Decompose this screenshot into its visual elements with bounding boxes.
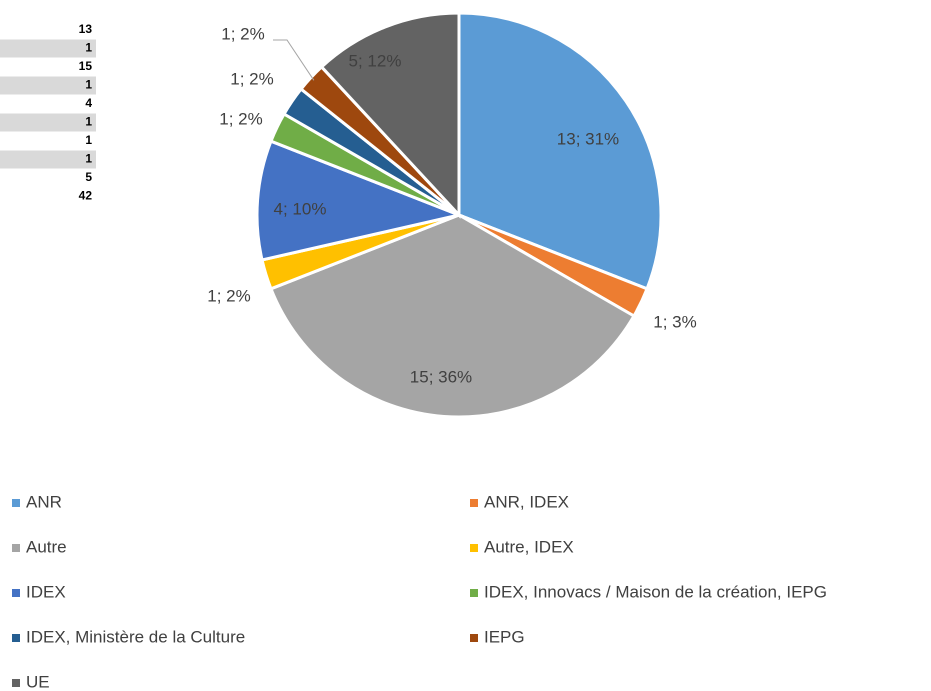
data-label: 4; 10%	[274, 199, 327, 218]
table-value: 1	[85, 115, 92, 129]
legend-swatch	[12, 499, 20, 507]
data-label: 1; 2%	[207, 286, 250, 305]
data-label: 15; 36%	[410, 367, 472, 386]
table-value: 5	[85, 170, 92, 184]
table-value: 13	[79, 22, 93, 36]
table-band	[0, 76, 96, 95]
legend-label: Autre, IDEX	[484, 537, 574, 556]
pie-slice	[319, 11, 461, 219]
pie-slice	[457, 11, 663, 291]
table-band	[0, 150, 96, 169]
legend-swatch	[12, 679, 20, 687]
table-value: 1	[85, 41, 92, 55]
legend-swatch	[470, 544, 478, 552]
legend-swatch	[470, 589, 478, 597]
legend-label: UE	[26, 672, 50, 691]
legend-swatch	[12, 634, 20, 642]
data-label: 5; 12%	[349, 51, 402, 70]
data-label: 1; 2%	[230, 69, 273, 88]
table-value: 1	[85, 152, 92, 166]
legend-label: IEPG	[484, 627, 525, 646]
pie-slice	[269, 213, 636, 419]
table-value: 1	[85, 133, 92, 147]
legend-swatch	[470, 634, 478, 642]
legend-label: ANR, IDEX	[484, 492, 569, 511]
legend-label: Autre	[26, 537, 67, 556]
leader-line	[273, 39, 315, 81]
data-label: 1; 2%	[221, 24, 264, 43]
data-label: 1; 3%	[653, 312, 696, 331]
data-label: 13; 31%	[557, 129, 619, 148]
pie-slice	[255, 139, 465, 262]
legend-label: IDEX	[26, 582, 66, 601]
legend-label: ANR	[26, 492, 62, 511]
legend-swatch	[12, 544, 20, 552]
table-band	[0, 113, 96, 132]
legend-swatch	[470, 499, 478, 507]
table-value: 15	[79, 59, 93, 73]
table-value: 1	[85, 78, 92, 92]
legend-label: IDEX, Ministère de la Culture	[26, 627, 245, 646]
table-total: 42	[79, 189, 93, 203]
legend-label: IDEX, Innovacs / Maison de la création, …	[484, 582, 827, 601]
legend-swatch	[12, 589, 20, 597]
table-band	[0, 39, 96, 58]
data-label: 1; 2%	[219, 109, 262, 128]
table-value: 4	[85, 96, 92, 110]
